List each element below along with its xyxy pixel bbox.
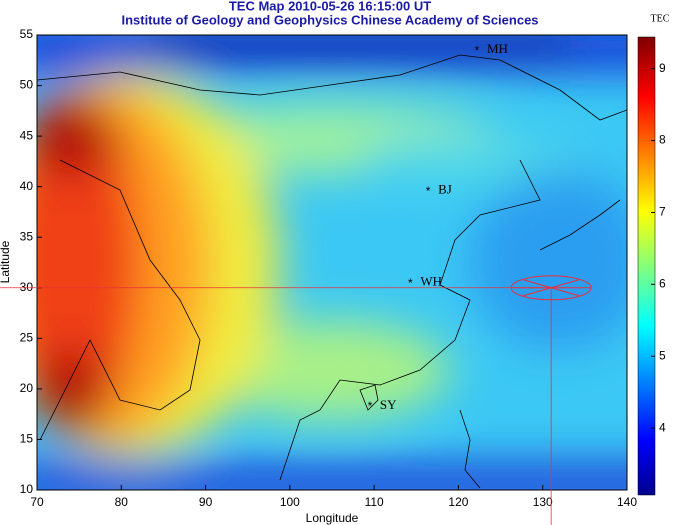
y-tick-label: 35 xyxy=(20,229,34,243)
y-tick-label: 30 xyxy=(20,280,34,294)
x-tick-label: 90 xyxy=(199,495,213,509)
x-tick-label: 140 xyxy=(617,495,637,509)
colorbar-tick-label: 9 xyxy=(659,61,666,75)
y-axis-label: Latitude xyxy=(0,240,12,283)
y-tick-label: 10 xyxy=(20,482,34,496)
y-tick-label: 20 xyxy=(20,381,34,395)
y-tick-label: 50 xyxy=(20,78,34,92)
y-tick-label: 45 xyxy=(20,128,34,142)
colorbar-tick-label: 7 xyxy=(659,205,666,219)
tec-field xyxy=(37,35,627,490)
station-marker: * xyxy=(475,43,480,57)
colorbar-tick-label: 5 xyxy=(659,348,666,362)
x-tick-label: 100 xyxy=(280,495,300,509)
station-marker: * xyxy=(426,184,431,198)
y-tick-label: 25 xyxy=(20,331,34,345)
station-marker: * xyxy=(408,276,413,290)
chart-subtitle: Institute of Geology and Geophysics Chin… xyxy=(121,12,538,27)
plot-frame xyxy=(36,34,628,491)
colorbar-label: TEC xyxy=(651,13,670,24)
station-label: MH xyxy=(487,41,508,56)
x-tick-label: 130 xyxy=(533,495,553,509)
station-label: BJ xyxy=(438,182,452,197)
station-marker: * xyxy=(368,399,373,413)
x-tick-label: 80 xyxy=(115,495,129,509)
coastlines xyxy=(37,54,627,489)
y-tick-label: 15 xyxy=(20,432,34,446)
station-label: SY xyxy=(380,397,397,412)
x-tick-label: 120 xyxy=(448,495,468,509)
x-tick-label: 70 xyxy=(30,495,44,509)
y-tick-label: 55 xyxy=(20,27,34,41)
x-axis-label: Longitude xyxy=(306,511,359,525)
colorbar-tick-label: 6 xyxy=(659,277,666,291)
colorbar-tick-label: 4 xyxy=(659,420,666,434)
station-label: WH xyxy=(420,274,442,289)
x-tick-label: 110 xyxy=(365,495,384,509)
crosshair-star xyxy=(511,279,592,297)
y-tick-label: 40 xyxy=(20,179,34,193)
colorbar xyxy=(637,36,656,496)
colorbar-tick-label: 8 xyxy=(659,133,666,147)
chart-title: TEC Map 2010-05-26 16:15:00 UT xyxy=(229,0,431,13)
